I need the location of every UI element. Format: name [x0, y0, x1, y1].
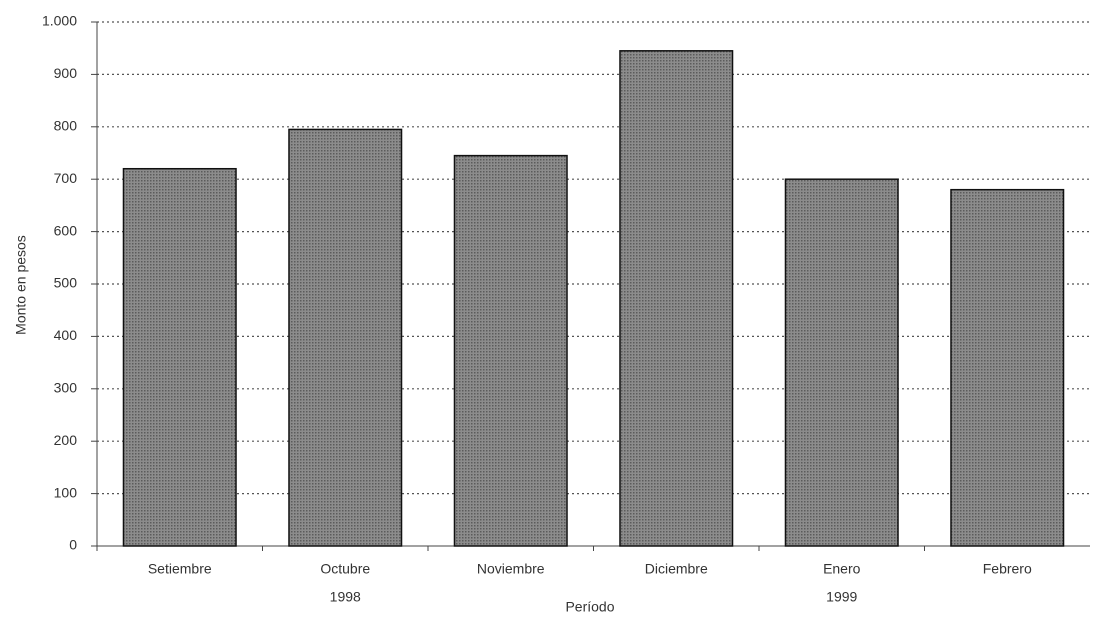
x-tick-label: Octubre — [320, 561, 370, 577]
x-tick-label: Febrero — [983, 561, 1032, 577]
y-tick-label: 700 — [54, 170, 78, 186]
bar-texture — [123, 168, 237, 546]
y-tick-label: 900 — [54, 65, 78, 81]
y-tick-label: 800 — [54, 118, 78, 134]
bar-texture — [288, 129, 402, 547]
bar-texture — [619, 50, 733, 546]
bar-texture — [950, 189, 1064, 546]
bar-texture — [454, 155, 568, 546]
year-label: 1998 — [330, 589, 361, 605]
y-tick-label: 400 — [54, 327, 78, 343]
year-label: 1999 — [826, 589, 857, 605]
x-tick-label: Diciembre — [645, 561, 708, 577]
bar-texture — [785, 179, 899, 546]
y-tick-label: 100 — [54, 484, 78, 500]
x-tick-label: Enero — [823, 561, 861, 577]
y-tick-label: 300 — [54, 380, 78, 396]
y-axis-label: Monto en pesos — [13, 235, 29, 335]
y-tick-label: 600 — [54, 222, 78, 238]
y-tick-label: 0 — [69, 537, 77, 553]
x-axis-label: Período — [565, 599, 614, 615]
y-tick-label: 1.000 — [42, 13, 77, 29]
y-tick-label: 500 — [54, 275, 78, 291]
x-tick-label: Setiembre — [148, 561, 212, 577]
x-tick-label: Noviembre — [477, 561, 545, 577]
y-tick-label: 200 — [54, 432, 78, 448]
